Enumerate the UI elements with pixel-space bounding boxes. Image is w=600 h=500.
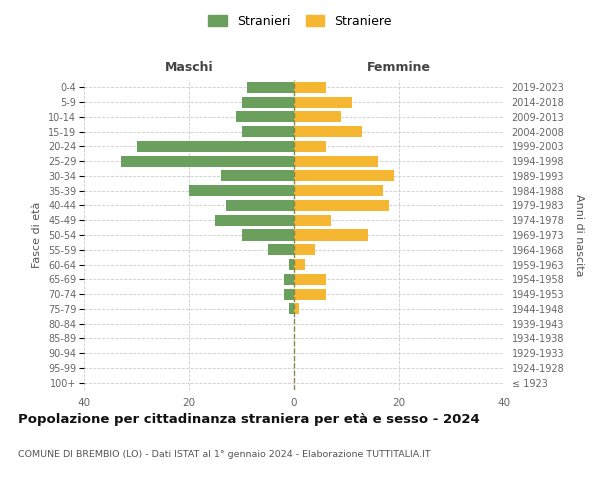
- Bar: [236, 112, 294, 122]
- Bar: [284, 288, 294, 300]
- Bar: [294, 230, 367, 240]
- Text: Popolazione per cittadinanza straniera per età e sesso - 2024: Popolazione per cittadinanza straniera p…: [18, 412, 480, 426]
- Bar: [241, 126, 294, 137]
- Bar: [289, 304, 294, 314]
- Bar: [294, 82, 325, 93]
- Bar: [294, 259, 305, 270]
- Bar: [284, 274, 294, 285]
- Bar: [137, 141, 294, 152]
- Bar: [294, 185, 383, 196]
- Bar: [294, 126, 362, 137]
- Bar: [294, 141, 325, 152]
- Bar: [189, 185, 294, 196]
- Bar: [268, 244, 294, 256]
- Bar: [226, 200, 294, 211]
- Bar: [294, 288, 325, 300]
- Y-axis label: Anni di nascita: Anni di nascita: [574, 194, 584, 276]
- Bar: [294, 156, 378, 166]
- Bar: [289, 259, 294, 270]
- Bar: [121, 156, 294, 166]
- Bar: [294, 200, 389, 211]
- Bar: [241, 96, 294, 108]
- Bar: [294, 170, 394, 181]
- Bar: [241, 230, 294, 240]
- Bar: [294, 96, 352, 108]
- Text: COMUNE DI BREMBIO (LO) - Dati ISTAT al 1° gennaio 2024 - Elaborazione TUTTITALIA: COMUNE DI BREMBIO (LO) - Dati ISTAT al 1…: [18, 450, 431, 459]
- Bar: [215, 214, 294, 226]
- Bar: [294, 304, 299, 314]
- Y-axis label: Fasce di età: Fasce di età: [32, 202, 43, 268]
- Bar: [294, 112, 341, 122]
- Text: Maschi: Maschi: [164, 61, 214, 74]
- Bar: [294, 214, 331, 226]
- Legend: Stranieri, Straniere: Stranieri, Straniere: [205, 11, 395, 32]
- Bar: [294, 274, 325, 285]
- Bar: [247, 82, 294, 93]
- Bar: [221, 170, 294, 181]
- Text: Femmine: Femmine: [367, 61, 431, 74]
- Bar: [294, 244, 315, 256]
